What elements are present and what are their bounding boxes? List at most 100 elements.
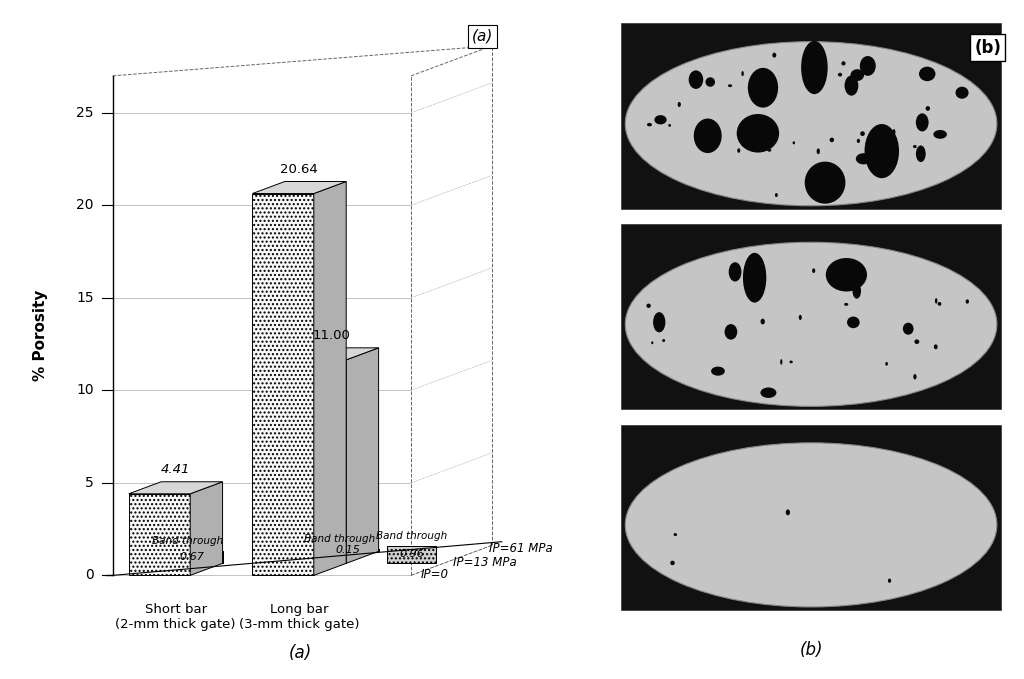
- Ellipse shape: [626, 41, 997, 206]
- Ellipse shape: [842, 61, 846, 65]
- Text: IP=61 MPa: IP=61 MPa: [489, 543, 553, 555]
- Ellipse shape: [801, 41, 827, 94]
- Text: IP≈0: IP≈0: [760, 10, 787, 23]
- Ellipse shape: [725, 324, 737, 340]
- Ellipse shape: [844, 303, 848, 306]
- Ellipse shape: [674, 533, 677, 536]
- Polygon shape: [161, 551, 222, 564]
- Ellipse shape: [919, 67, 936, 81]
- Ellipse shape: [851, 69, 864, 81]
- Ellipse shape: [729, 262, 741, 282]
- Ellipse shape: [915, 113, 929, 132]
- Text: 25: 25: [77, 106, 94, 120]
- Ellipse shape: [780, 359, 782, 365]
- Ellipse shape: [838, 73, 842, 77]
- Polygon shape: [129, 482, 222, 494]
- Ellipse shape: [845, 75, 858, 96]
- Text: 0.67: 0.67: [179, 552, 205, 562]
- Text: 4.41: 4.41: [161, 463, 190, 476]
- Ellipse shape: [706, 77, 715, 87]
- Text: 11.00: 11.00: [312, 329, 350, 342]
- Ellipse shape: [790, 361, 793, 363]
- Ellipse shape: [915, 145, 926, 162]
- Ellipse shape: [737, 148, 740, 153]
- Text: (a): (a): [472, 29, 493, 44]
- Polygon shape: [252, 181, 346, 194]
- Ellipse shape: [654, 115, 667, 124]
- Ellipse shape: [955, 87, 969, 98]
- Text: Band through: Band through: [152, 536, 223, 547]
- Ellipse shape: [860, 131, 865, 136]
- Ellipse shape: [711, 367, 725, 375]
- Text: 0: 0: [85, 568, 94, 583]
- Ellipse shape: [761, 318, 765, 325]
- Bar: [621, 424, 1001, 610]
- Ellipse shape: [864, 124, 899, 178]
- Ellipse shape: [793, 141, 795, 145]
- Ellipse shape: [893, 129, 895, 135]
- Ellipse shape: [935, 298, 937, 304]
- Text: IP≈ 61 MPa: IP≈ 61 MPa: [740, 411, 807, 424]
- Ellipse shape: [785, 509, 790, 515]
- Text: 0.96: 0.96: [399, 549, 424, 559]
- Text: (b): (b): [800, 640, 823, 659]
- Ellipse shape: [706, 136, 708, 142]
- Ellipse shape: [886, 362, 888, 366]
- Ellipse shape: [933, 130, 947, 139]
- Ellipse shape: [829, 138, 834, 142]
- Bar: [621, 23, 1001, 209]
- Text: (a): (a): [289, 644, 311, 662]
- Ellipse shape: [693, 119, 722, 153]
- Ellipse shape: [743, 253, 766, 303]
- Ellipse shape: [736, 114, 779, 153]
- Ellipse shape: [772, 53, 776, 58]
- Ellipse shape: [812, 268, 815, 273]
- Text: % Porosity: % Porosity: [33, 289, 47, 380]
- Ellipse shape: [847, 316, 859, 328]
- Ellipse shape: [626, 242, 997, 406]
- Ellipse shape: [913, 374, 916, 380]
- Ellipse shape: [816, 149, 820, 154]
- Ellipse shape: [938, 302, 941, 306]
- Text: 0.15: 0.15: [336, 545, 360, 555]
- Ellipse shape: [728, 84, 732, 87]
- Ellipse shape: [767, 126, 769, 128]
- Ellipse shape: [817, 172, 822, 177]
- Ellipse shape: [767, 149, 771, 151]
- Polygon shape: [129, 494, 190, 575]
- Ellipse shape: [903, 323, 913, 335]
- Ellipse shape: [825, 258, 867, 291]
- Polygon shape: [313, 181, 346, 575]
- Text: 20: 20: [77, 198, 94, 213]
- Ellipse shape: [764, 84, 766, 88]
- Ellipse shape: [748, 68, 778, 107]
- Ellipse shape: [768, 133, 772, 137]
- Text: Band through: Band through: [304, 534, 375, 544]
- Text: IP=13 MPa: IP=13 MPa: [454, 555, 517, 568]
- Ellipse shape: [857, 139, 860, 143]
- Polygon shape: [285, 348, 379, 360]
- Polygon shape: [285, 360, 346, 564]
- Text: Short bar
(2-mm thick gate): Short bar (2-mm thick gate): [116, 603, 236, 631]
- Ellipse shape: [926, 106, 930, 111]
- Ellipse shape: [689, 71, 703, 89]
- Ellipse shape: [913, 145, 916, 148]
- Ellipse shape: [934, 344, 938, 349]
- Polygon shape: [317, 549, 379, 551]
- Text: 15: 15: [76, 291, 94, 305]
- Ellipse shape: [651, 342, 653, 344]
- Ellipse shape: [860, 56, 876, 76]
- Ellipse shape: [856, 153, 871, 164]
- Ellipse shape: [626, 443, 997, 607]
- Ellipse shape: [888, 579, 891, 583]
- Ellipse shape: [761, 388, 776, 398]
- Text: 20.64: 20.64: [281, 163, 318, 176]
- Ellipse shape: [914, 340, 920, 344]
- Ellipse shape: [799, 315, 802, 320]
- Ellipse shape: [966, 299, 969, 304]
- Ellipse shape: [653, 312, 666, 332]
- Bar: [621, 224, 1001, 409]
- Text: 5: 5: [85, 476, 94, 490]
- Ellipse shape: [663, 339, 666, 342]
- Polygon shape: [346, 348, 379, 564]
